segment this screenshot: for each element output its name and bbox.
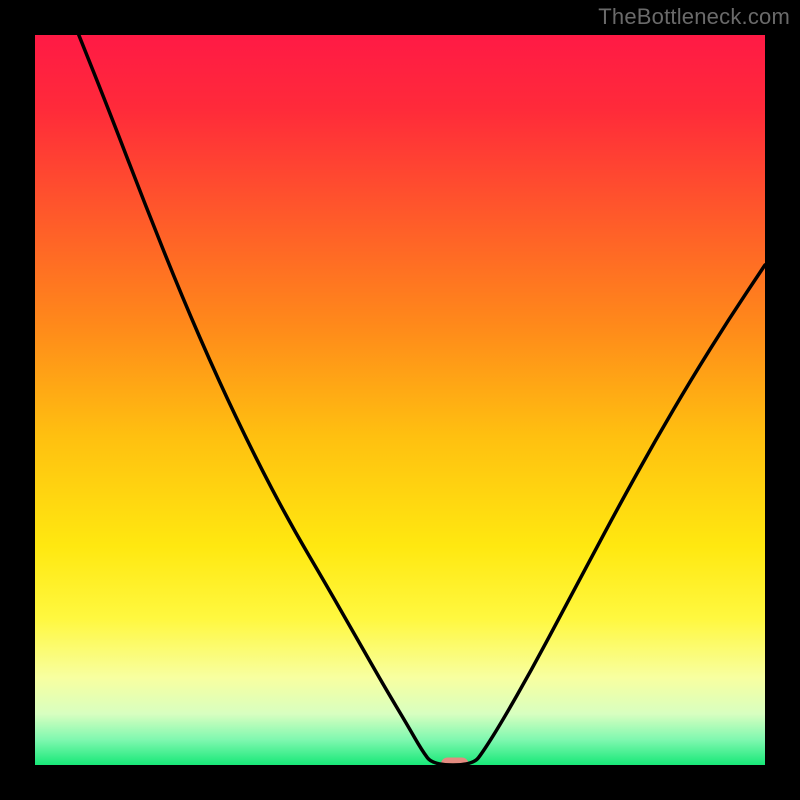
bottleneck-chart	[0, 0, 800, 800]
gradient-background	[35, 35, 765, 765]
watermark-label: TheBottleneck.com	[598, 4, 790, 30]
